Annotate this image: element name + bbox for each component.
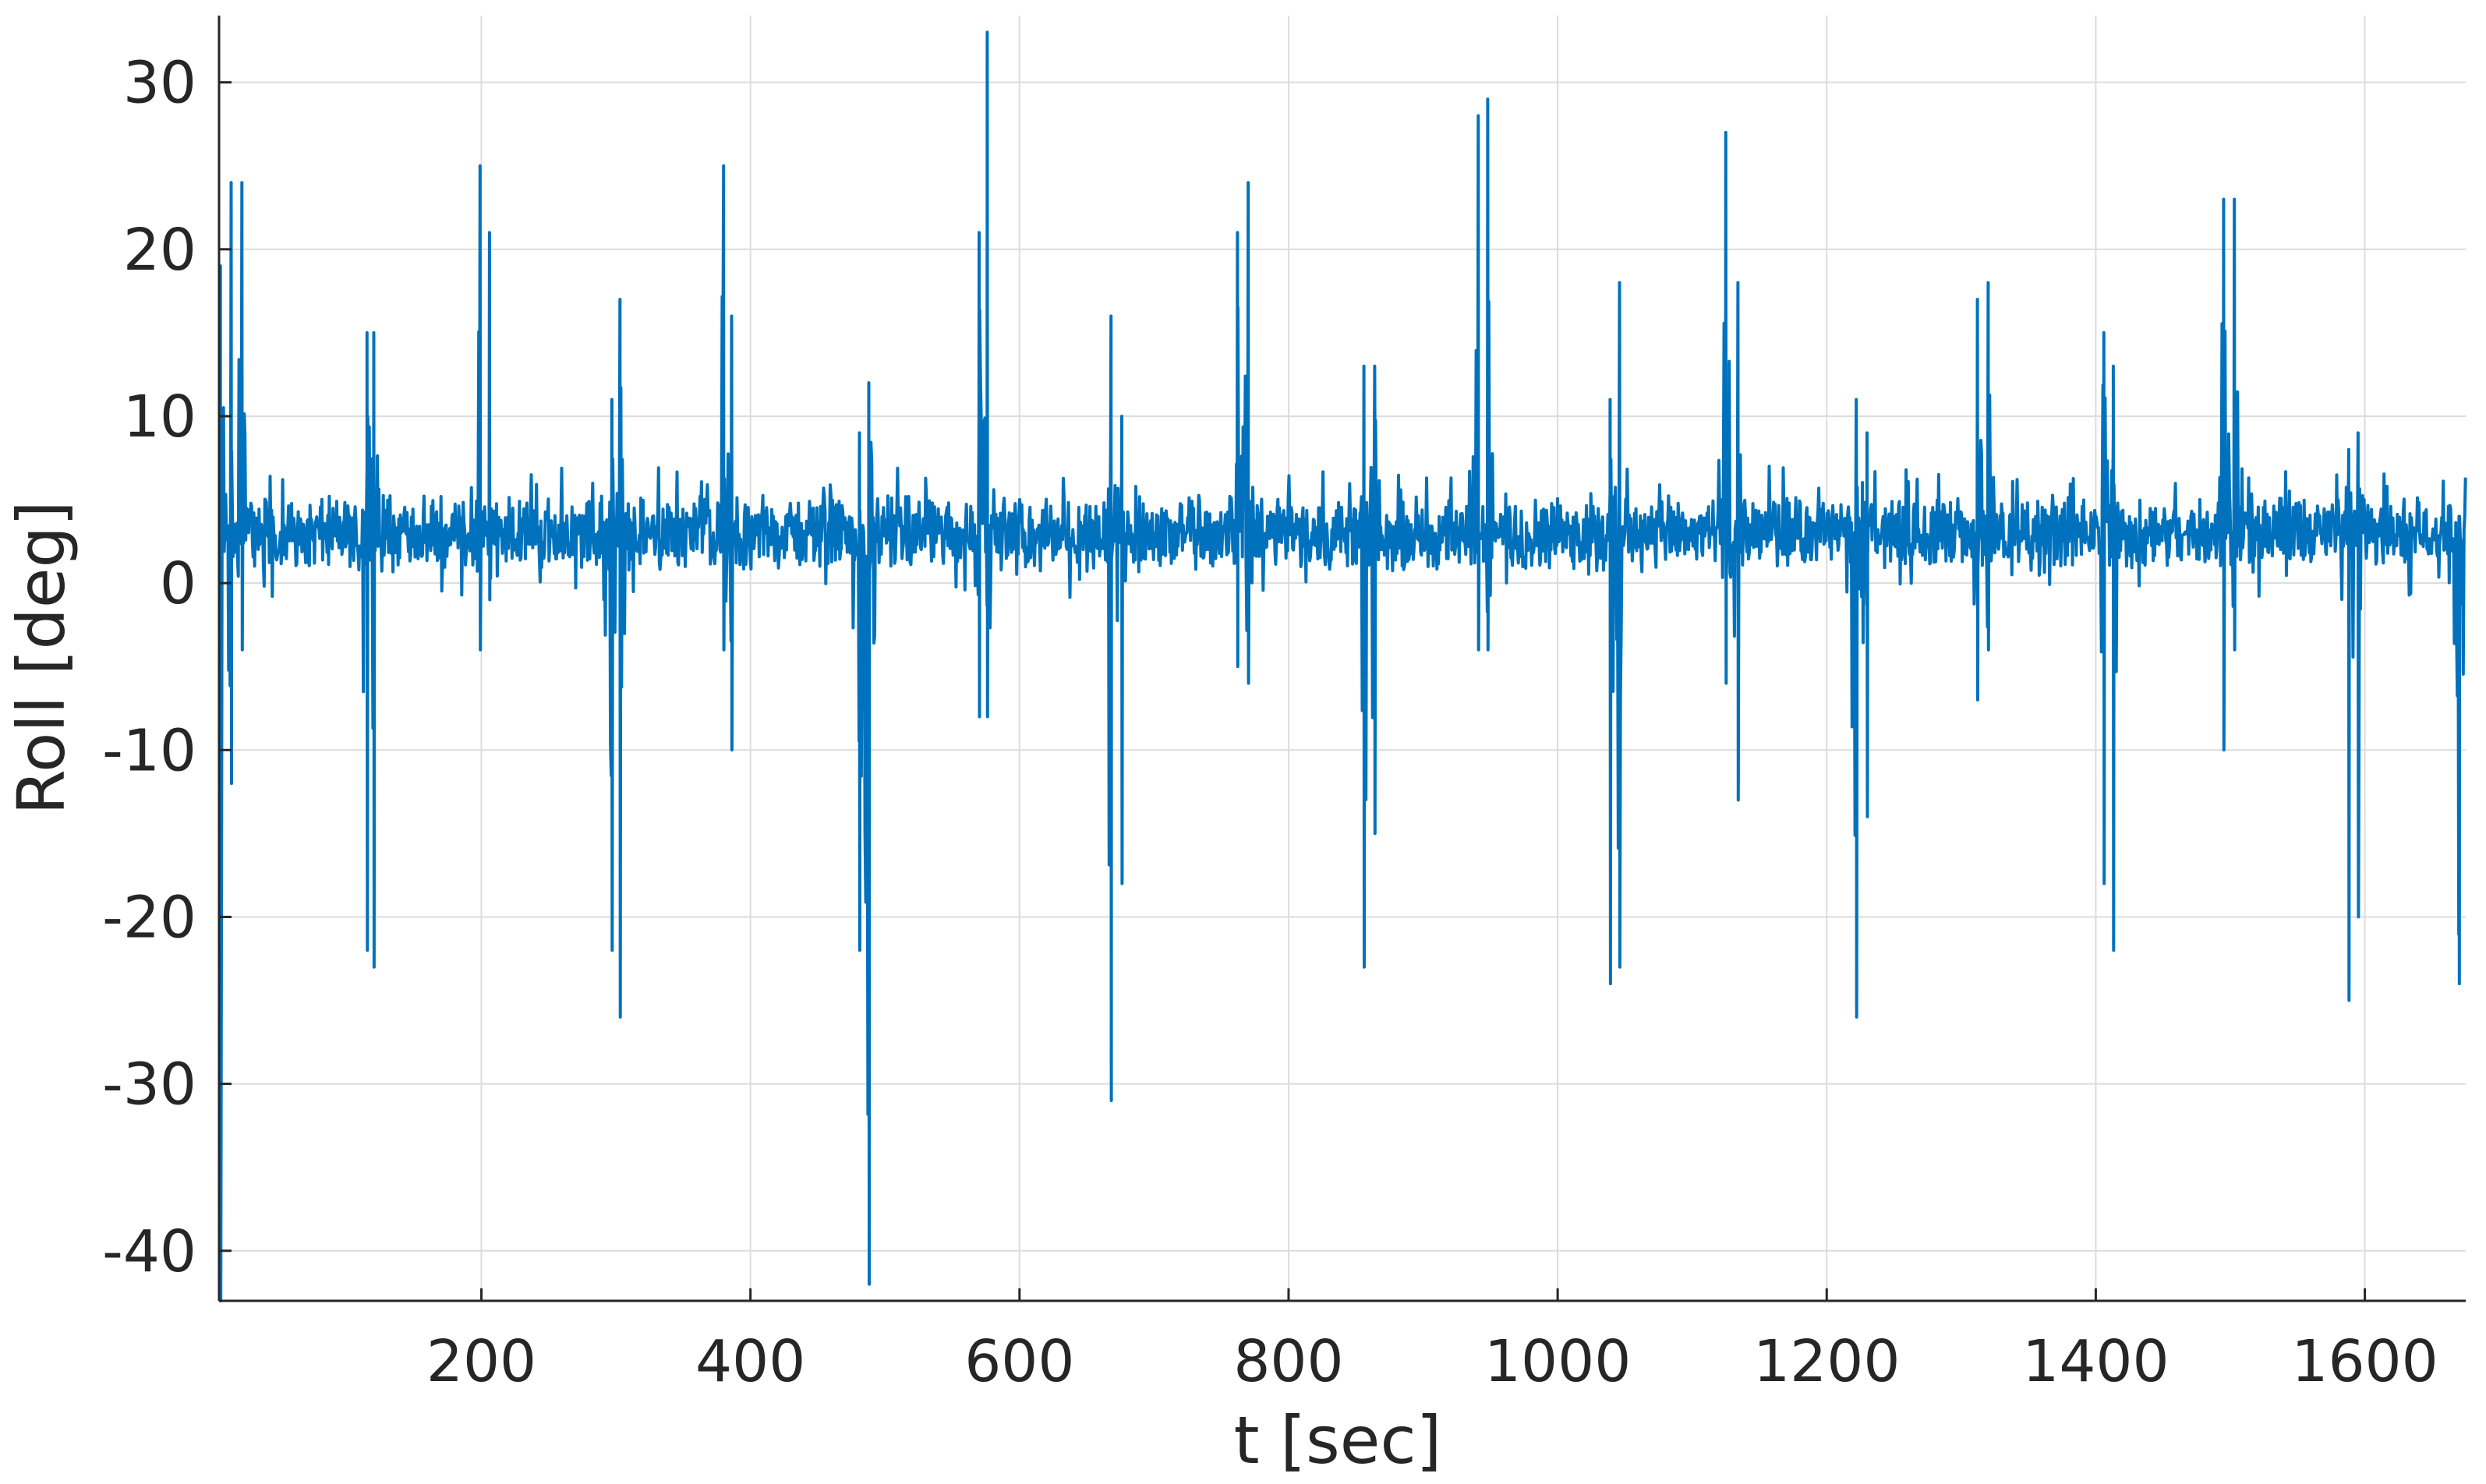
x-tick-label: 1200 [1753, 1328, 1900, 1395]
y-tick-label: -40 [102, 1218, 196, 1285]
y-tick-label: 30 [123, 50, 196, 117]
x-tick-label: 1000 [1484, 1328, 1631, 1395]
y-tick-label: 20 [123, 217, 196, 284]
grid-lines [219, 16, 2466, 1301]
y-tick-label: 0 [160, 550, 196, 617]
y-tick-label: -10 [102, 717, 196, 784]
x-tick-label: 200 [426, 1328, 536, 1395]
roll-series [217, 30, 2467, 1302]
x-axis-label: t [sec] [1234, 1402, 1442, 1479]
axes-frame [217, 16, 2466, 1302]
x-tick-label: 400 [695, 1328, 805, 1395]
x-tick-label: 800 [1233, 1328, 1343, 1395]
x-tick-label: 1400 [2022, 1328, 2169, 1395]
y-axis-label: Roll [deg] [3, 500, 80, 814]
x-tick-label: 600 [964, 1328, 1074, 1395]
y-tick-label: 10 [123, 383, 196, 450]
y-tick-label: -20 [102, 884, 196, 951]
roll-line [217, 30, 2467, 1302]
y-tick-labels: 30 20 10 0 -10 -20 -30 -40 [102, 50, 196, 1285]
x-tick-label: 1600 [2291, 1328, 2438, 1395]
x-tick-labels: 200 400 600 800 1000 1200 1400 1600 [426, 1328, 2438, 1395]
y-tick-label: -30 [102, 1051, 196, 1118]
